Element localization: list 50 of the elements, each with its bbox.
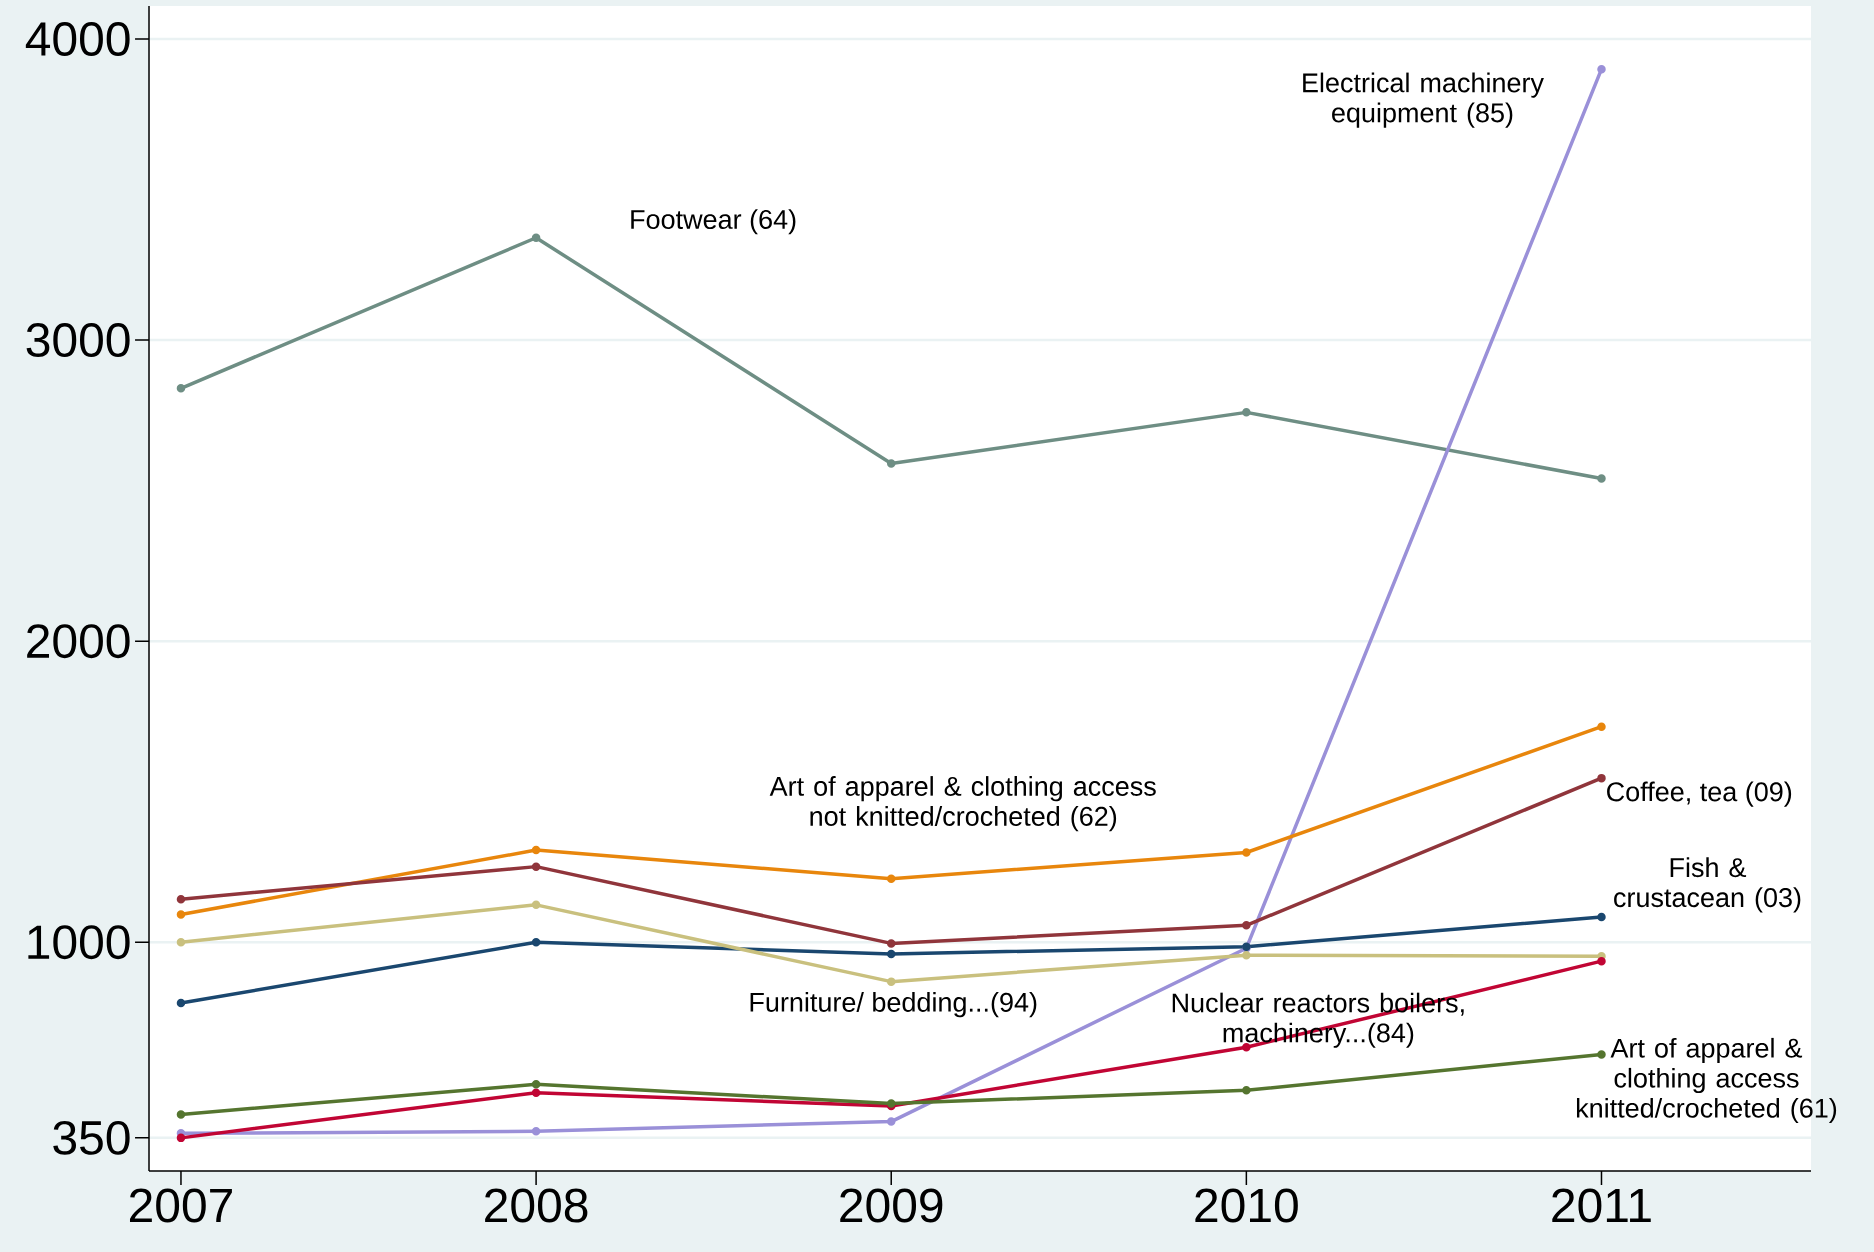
point <box>176 1110 186 1119</box>
x-tick-label: 2008 <box>485 1188 588 1223</box>
series-label: Fish & crustacean (03) <box>1614 857 1801 913</box>
point <box>531 1127 541 1136</box>
point <box>1242 1086 1251 1095</box>
point <box>176 384 186 393</box>
point <box>886 977 896 986</box>
y-tick-label: 2000 <box>27 624 130 659</box>
point <box>176 998 186 1008</box>
y-tick-label: 1000 <box>28 925 130 960</box>
point <box>886 949 896 959</box>
x-tick-label: 2007 <box>129 1188 232 1223</box>
series-label: Furniture/ bedding...(94) <box>750 992 1037 1018</box>
point <box>531 937 541 947</box>
point <box>176 910 186 919</box>
series-label: Electrical machinery equipment (85) <box>1303 72 1544 128</box>
point <box>886 1117 896 1126</box>
point <box>886 939 896 948</box>
x-tick-label: 2009 <box>840 1188 943 1223</box>
point <box>531 233 541 243</box>
point <box>1242 408 1251 417</box>
point <box>1242 921 1251 930</box>
point <box>531 862 541 871</box>
point <box>531 845 541 855</box>
point <box>531 1080 541 1089</box>
series-label: Coffee, tea (09) <box>1607 781 1792 807</box>
x-tick-label: 2010 <box>1195 1188 1298 1223</box>
point <box>1242 950 1251 960</box>
x-tick-label: 2011 <box>1552 1188 1651 1223</box>
point <box>176 1133 186 1143</box>
point <box>886 874 896 883</box>
point <box>1597 722 1606 731</box>
point <box>176 937 186 947</box>
point <box>1597 474 1606 483</box>
series-label: Footwear (64) <box>631 209 796 235</box>
y-tick-label: 3000 <box>26 323 130 358</box>
point <box>531 1088 541 1097</box>
point <box>1597 1050 1606 1059</box>
point <box>1242 848 1251 857</box>
point <box>1597 912 1606 922</box>
point <box>886 459 896 468</box>
point <box>1597 956 1606 966</box>
series-label: Art of apparel & clothing access knitted/crocheted (61) <box>1576 1037 1837 1124</box>
y-tick-label: 350 <box>53 1120 130 1155</box>
point <box>1597 773 1606 783</box>
y-tick-label: 4000 <box>25 22 130 57</box>
point <box>1597 64 1606 74</box>
point <box>531 900 541 910</box>
series-label: Art of apparel & clothing access not knitted/crocheted (62) <box>769 776 1156 832</box>
point <box>176 894 186 904</box>
